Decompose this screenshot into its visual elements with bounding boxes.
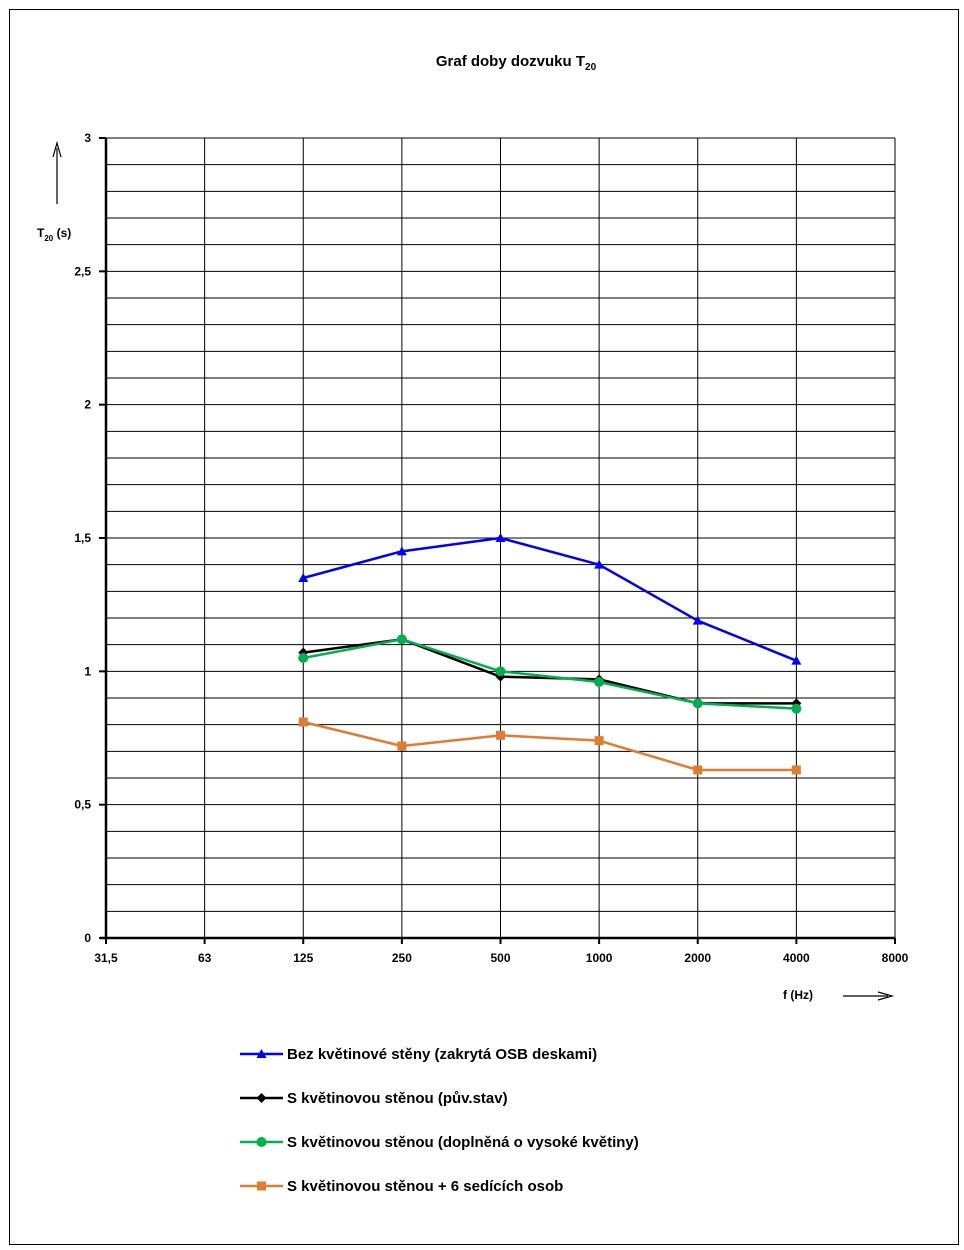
data-point [594, 559, 605, 569]
x-tick-label: 31,5 [94, 951, 118, 965]
x-tick-label: 1000 [586, 951, 613, 965]
data-point [397, 741, 407, 751]
data-point [298, 653, 309, 663]
series-line [303, 638, 797, 710]
legend-item: S květinovou stěnou (doplněná o vysoké k… [240, 1134, 639, 1151]
y-tick-label: 2 [84, 398, 91, 412]
x-tick-label: 500 [490, 951, 510, 965]
data-point [692, 615, 703, 625]
legend-item: S květinovou stěnou + 6 sedících osob [240, 1178, 563, 1195]
data-point [298, 717, 308, 727]
data-point [791, 765, 801, 775]
data-point [692, 698, 703, 709]
data-point [396, 546, 407, 556]
series-4 [298, 717, 801, 775]
chart-title: Graf doby dozvuku T20 [436, 53, 597, 73]
data-point [495, 666, 506, 677]
x-tick-label: 4000 [783, 951, 810, 965]
series-1 [298, 533, 802, 665]
y-tick-label: 0 [84, 931, 91, 945]
y-tick-label: 0,5 [74, 798, 91, 812]
series-group [298, 533, 802, 775]
y-tick-label: 1 [84, 664, 91, 678]
data-point [791, 703, 802, 714]
x-axis-arrowhead [877, 991, 895, 1001]
data-point [791, 655, 802, 665]
series-line [302, 536, 797, 662]
x-tick-label: 2000 [684, 951, 711, 965]
x-axis-label: f (Hz) [783, 988, 813, 1002]
x-tick-label: 8000 [882, 951, 909, 965]
legend-label: S květinovou stěnou (pův.stav) [287, 1090, 508, 1107]
series-3 [298, 634, 802, 714]
legend-item: S květinovou stěnou (pův.stav) [240, 1090, 508, 1107]
legend-label: Bez květinové stěny (zakrytá OSB deskami… [287, 1046, 597, 1063]
tick-labels: 0 0,5 1 1,5 2 2,5 3 31,5 63 125 250 500 1000 2000 4000… [74, 131, 908, 965]
x-tick-label: 125 [293, 951, 313, 965]
data-point [594, 677, 605, 687]
x-tick-label: 250 [392, 951, 412, 965]
legend-marker [257, 1181, 266, 1191]
data-point [396, 634, 407, 645]
data-point [693, 765, 703, 775]
legend: Bez květinové stěny (zakrytá OSB deskami… [240, 1046, 639, 1195]
data-point [298, 573, 309, 582]
x-axis-label-group: f (Hz) [783, 988, 895, 1002]
data-point [594, 736, 604, 746]
y-axis-label: T20 (s) [37, 226, 71, 243]
y-tick-label: 1,5 [74, 531, 91, 545]
data-point [495, 533, 506, 542]
axes [99, 137, 896, 944]
series-line [302, 720, 797, 772]
y-tick-label: 2,5 [74, 264, 91, 278]
legend-marker [256, 1049, 267, 1058]
y-axis-label-group: T20 (s) [37, 140, 71, 243]
legend-label: S květinovou stěnou (doplněná o vysoké k… [287, 1134, 639, 1151]
chart-frame [9, 9, 959, 1245]
y-tick-label: 3 [84, 131, 91, 145]
y-axis-arrowhead [52, 140, 62, 158]
legend-item: Bez květinové stěny (zakrytá OSB deskami… [240, 1046, 597, 1063]
legend-marker [256, 1093, 267, 1103]
legend-label: S květinovou stěnou + 6 sedících osob [287, 1178, 563, 1195]
x-tick-label: 63 [198, 951, 212, 965]
legend-marker [256, 1137, 267, 1147]
data-point [496, 730, 505, 740]
